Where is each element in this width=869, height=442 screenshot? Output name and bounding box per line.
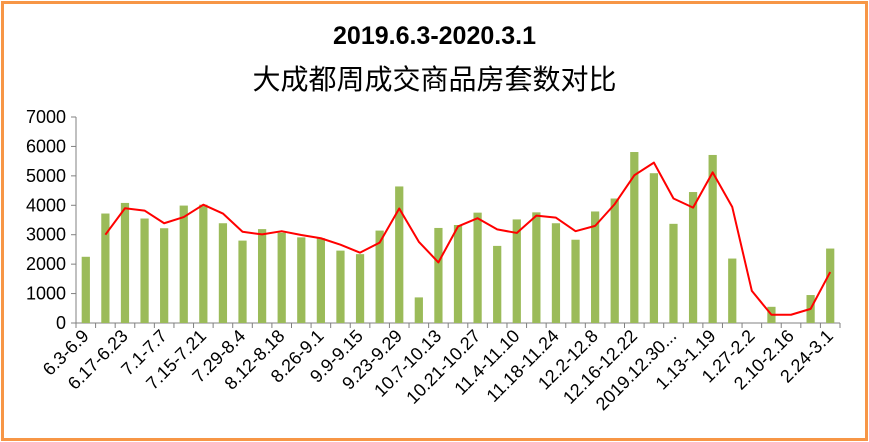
bar (414, 297, 423, 323)
bar (179, 205, 188, 323)
bar (708, 154, 717, 323)
bar (728, 258, 737, 323)
y-tick-label: 6000 (26, 136, 66, 156)
bar-series (81, 152, 835, 323)
bar (434, 227, 443, 323)
y-tick-label: 7000 (26, 107, 66, 127)
bar (571, 239, 580, 323)
bar (140, 218, 149, 323)
bar (101, 213, 110, 323)
bar (512, 219, 521, 323)
y-tick-label: 2000 (26, 254, 66, 274)
bar (532, 212, 541, 323)
bar (630, 152, 639, 323)
bar (160, 228, 169, 323)
chart-subtitle: 大成都周成交商品房套数对比 (252, 63, 617, 96)
bar (493, 245, 502, 323)
x-axis: 6.3-6.96.17-6.237.1-7.77.15-7.217.29-8.4… (39, 322, 841, 414)
y-axis: 0 1000 2000 3000 4000 5000 6000 7000 (26, 107, 77, 333)
bar (336, 250, 345, 323)
bar (120, 202, 130, 323)
bar (199, 204, 208, 323)
bar (297, 237, 306, 323)
bar (826, 248, 835, 323)
chart-title: 2019.6.3-2020.3.1 (333, 22, 536, 50)
bar (257, 229, 267, 323)
y-tick-label: 0 (56, 313, 66, 333)
bar (610, 198, 619, 323)
bar (669, 223, 678, 323)
y-tick-label: 3000 (26, 225, 66, 245)
y-tick-label: 5000 (26, 166, 66, 186)
bar (355, 254, 365, 323)
bar (81, 256, 90, 323)
bar (375, 230, 384, 323)
bar (688, 192, 698, 323)
bar (316, 238, 325, 323)
bar (395, 186, 404, 323)
bar (551, 223, 561, 323)
y-tick-label: 1000 (26, 284, 66, 304)
bar (649, 173, 659, 323)
bar (238, 240, 247, 323)
bar (473, 212, 482, 323)
line-series (104, 161, 832, 316)
bar (453, 225, 463, 323)
bar (591, 211, 600, 323)
bar (277, 232, 286, 323)
series-line (104, 161, 832, 316)
y-tick-label: 4000 (26, 195, 66, 215)
bar (218, 223, 228, 323)
